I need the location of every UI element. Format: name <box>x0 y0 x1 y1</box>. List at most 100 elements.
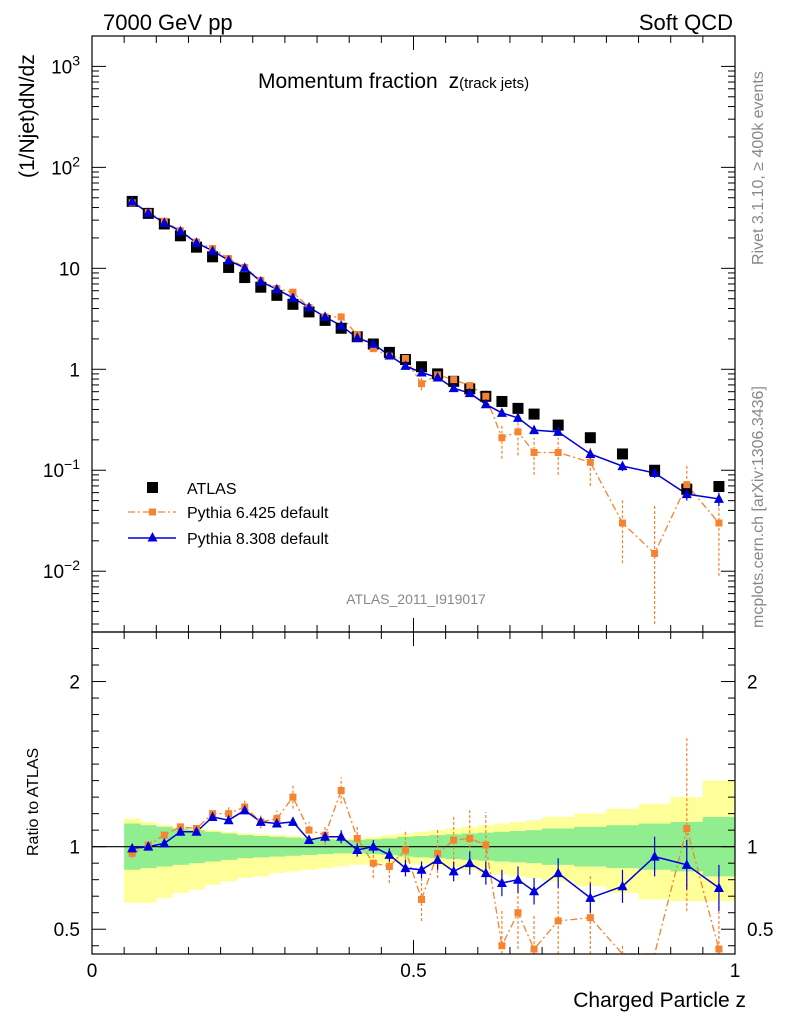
atlas-data-point <box>190 241 202 253</box>
pythia8-data-point <box>352 332 363 342</box>
pythia8-data-point <box>127 196 138 206</box>
pythia8-data-point <box>448 382 459 393</box>
ratio-pythia6-data-point <box>530 945 538 953</box>
main-y-tick-label: 10 <box>59 259 80 280</box>
ratio-pythia8-data-point <box>127 842 138 853</box>
legend: ATLAS Pythia 6.425 default Pythia 8.308 de… <box>128 481 329 548</box>
atlas-data-point <box>584 432 596 444</box>
ratio-y-tick-label-right: 1 <box>747 838 758 859</box>
ratio-pythia6-data-point <box>466 834 474 842</box>
ratio-pythia8-data-point <box>320 831 331 841</box>
x-tick-label: 0 <box>87 961 98 982</box>
ratio-pythia6-data-point <box>225 810 233 818</box>
ratio-y-tick-label-left: 1 <box>69 838 80 859</box>
atlas-data-point <box>528 408 540 420</box>
ratio-pythia8-data-point <box>304 834 315 845</box>
atlas-data-point <box>416 361 428 373</box>
pythia8-data-point <box>287 292 298 302</box>
ratio-pythia6-data-point <box>683 825 691 833</box>
ratio-pythia8-data-point <box>175 826 186 836</box>
pythia8-data-point <box>512 412 523 422</box>
main-y-tick-label: 10−2 <box>43 557 80 583</box>
legend-pythia6-marker <box>149 508 156 516</box>
ratio-panel: 0.5 0.5 1 1 2 2 0 0.5 1 Ratio to ATLAS Charged … <box>25 631 773 1012</box>
ratio-pythia8-data-point <box>649 851 660 861</box>
pythia8-data-point <box>271 283 282 294</box>
ratio-pythia8-data-point <box>529 885 540 896</box>
atlas-data-point <box>512 402 524 414</box>
atlas-data-point <box>287 298 299 310</box>
ratio-pythia8-data-point <box>416 864 427 874</box>
ratio-pythia8-data-point <box>255 816 266 826</box>
atlas-data-point <box>223 261 235 273</box>
ratio-pythia6-data-point <box>418 896 426 904</box>
pythia6-data-point <box>514 428 522 436</box>
pythia8-data-point <box>649 467 660 477</box>
atlas-data-point <box>303 306 315 318</box>
ratio-pythia8-data-point <box>384 849 395 859</box>
atlas-data-point <box>616 448 628 460</box>
pythia6-data-point <box>418 380 426 388</box>
ratio-pythia8-data-point <box>681 859 692 869</box>
ratio-pythia8-data-point <box>207 811 218 821</box>
pythia6-data-point <box>466 382 474 390</box>
ratio-pythia6-data-point <box>498 942 506 950</box>
main-y-tick-label: 1 <box>69 360 80 381</box>
pythia8-data-point <box>416 366 427 377</box>
ratio-pythia6-data-point <box>128 849 136 857</box>
ratio-pythia8-data-point <box>336 831 347 841</box>
ratio-pythia6-data-point <box>160 831 168 839</box>
ratio-pythia8-data-point <box>585 892 596 902</box>
ratio-pythia6-data-point <box>369 859 377 867</box>
ratio-pythia6-data-point <box>482 841 490 849</box>
pythia6-data-point <box>401 354 409 362</box>
ratio-pythia8-data-point <box>239 804 250 815</box>
ratio-pythia6-data-point <box>289 793 297 801</box>
ratio-panel-frame <box>91 631 736 955</box>
ratio-pythia8-data-point <box>271 818 282 828</box>
pythia8-data-point <box>480 398 491 409</box>
pythia6-data-point <box>337 313 345 321</box>
chart-title-main: Momentum fraction <box>258 70 438 93</box>
pythia6-data-point <box>289 288 297 296</box>
header-energy-label: 7000 GeV pp <box>103 10 233 35</box>
ratio-y-tick-label-left: 2 <box>69 673 80 694</box>
y-axis-label-ratio: Ratio to ATLAS <box>25 748 42 856</box>
ratio-pythia6-data-point <box>434 849 442 857</box>
pythia6-data-point <box>651 549 659 557</box>
ratio-y-tick-label-right: 2 <box>747 673 758 694</box>
pythia6-data-point <box>683 481 691 489</box>
pythia6-data-point <box>530 448 538 456</box>
pythia8-data-point <box>304 301 315 312</box>
pythia6-data-point <box>618 519 626 527</box>
ratio-pythia6-data-point <box>586 914 594 922</box>
ratio-pythia8-data-point <box>553 867 564 878</box>
pythia8-data-point <box>239 262 250 272</box>
ratio-pythia6-data-point <box>715 945 723 953</box>
atlas-data-point <box>207 251 219 263</box>
ratio-pythia6-data-point <box>554 917 562 925</box>
ratio-pythia8-data-point <box>512 874 523 884</box>
pythia8-data-point <box>585 448 596 458</box>
ratio-pythia8-data-point <box>400 862 411 873</box>
ratio-y-tick-label-right: 0.5 <box>747 920 773 941</box>
main-panel: 10−2 10−1 1 10 102 103 Momentum fraction z(tr… <box>16 35 736 633</box>
chart-title-variable: z <box>449 70 460 93</box>
ratio-y-tick-label-left: 0.5 <box>54 920 80 941</box>
pythia6-data-point <box>715 519 723 527</box>
pythia8-data-point <box>175 225 186 236</box>
pythia6-data-point <box>369 345 377 353</box>
pythia8-data-point <box>320 311 331 321</box>
pythia8-data-point <box>400 360 411 370</box>
ratio-pythia8-data-point <box>713 882 724 892</box>
ratio-pythia6-data-point <box>353 834 361 842</box>
legend-atlas-marker <box>147 482 158 493</box>
pythia8-data-point <box>207 245 218 255</box>
ratio-pythia6-data-point <box>514 909 522 917</box>
atlas-data-point <box>496 395 508 407</box>
chart-title-subscript: (track jets) <box>459 75 529 92</box>
ratio-pythia8-data-point <box>432 854 443 864</box>
pythia6-data-point <box>498 434 506 442</box>
pythia8-data-point <box>713 493 724 503</box>
